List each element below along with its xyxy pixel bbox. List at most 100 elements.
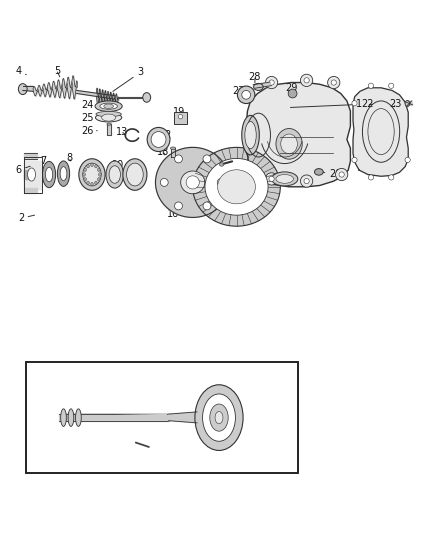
Ellipse shape bbox=[202, 394, 236, 441]
Ellipse shape bbox=[405, 101, 410, 107]
Text: 20: 20 bbox=[319, 168, 341, 179]
Ellipse shape bbox=[102, 114, 116, 121]
Circle shape bbox=[405, 101, 410, 106]
Ellipse shape bbox=[104, 104, 113, 108]
Text: 3: 3 bbox=[113, 68, 143, 91]
Ellipse shape bbox=[96, 111, 121, 117]
Text: 22: 22 bbox=[362, 100, 374, 109]
Ellipse shape bbox=[98, 168, 100, 172]
Circle shape bbox=[300, 74, 313, 86]
Text: 28: 28 bbox=[249, 72, 261, 83]
Ellipse shape bbox=[170, 147, 176, 150]
Circle shape bbox=[269, 80, 274, 85]
Text: 17: 17 bbox=[193, 161, 205, 171]
Text: 13: 13 bbox=[116, 127, 128, 136]
Ellipse shape bbox=[100, 103, 117, 109]
Circle shape bbox=[174, 202, 182, 210]
Ellipse shape bbox=[123, 159, 147, 190]
Text: 16: 16 bbox=[167, 209, 179, 219]
Circle shape bbox=[352, 157, 357, 163]
Ellipse shape bbox=[314, 168, 323, 175]
Circle shape bbox=[203, 155, 211, 163]
Ellipse shape bbox=[83, 173, 85, 176]
Ellipse shape bbox=[79, 159, 105, 190]
Polygon shape bbox=[24, 188, 37, 193]
Polygon shape bbox=[406, 101, 413, 106]
Circle shape bbox=[304, 179, 309, 184]
Ellipse shape bbox=[84, 168, 86, 172]
Ellipse shape bbox=[127, 163, 143, 186]
Ellipse shape bbox=[151, 132, 166, 147]
Ellipse shape bbox=[99, 173, 101, 176]
Ellipse shape bbox=[215, 411, 223, 424]
Text: 10: 10 bbox=[112, 160, 124, 170]
Ellipse shape bbox=[193, 147, 280, 226]
Polygon shape bbox=[24, 161, 42, 190]
Text: 18: 18 bbox=[157, 147, 170, 157]
Circle shape bbox=[368, 83, 374, 88]
Circle shape bbox=[265, 173, 278, 185]
Text: 7: 7 bbox=[41, 156, 50, 166]
Ellipse shape bbox=[98, 177, 100, 181]
Text: 26: 26 bbox=[81, 126, 97, 136]
Text: 9: 9 bbox=[92, 165, 99, 175]
Polygon shape bbox=[77, 91, 115, 99]
Ellipse shape bbox=[83, 163, 101, 186]
Ellipse shape bbox=[276, 174, 293, 183]
Ellipse shape bbox=[210, 404, 228, 431]
Polygon shape bbox=[155, 147, 230, 217]
Polygon shape bbox=[253, 82, 272, 88]
Circle shape bbox=[328, 76, 340, 88]
Circle shape bbox=[368, 175, 374, 180]
Polygon shape bbox=[169, 412, 197, 423]
Circle shape bbox=[352, 101, 357, 106]
Ellipse shape bbox=[42, 161, 56, 188]
Ellipse shape bbox=[242, 115, 259, 155]
Polygon shape bbox=[171, 148, 175, 157]
Ellipse shape bbox=[180, 171, 205, 194]
Ellipse shape bbox=[68, 409, 74, 426]
Text: 12: 12 bbox=[160, 130, 173, 140]
Ellipse shape bbox=[106, 161, 124, 188]
Ellipse shape bbox=[219, 163, 224, 166]
Text: 24: 24 bbox=[81, 100, 99, 110]
Text: 1: 1 bbox=[290, 100, 362, 109]
Polygon shape bbox=[24, 154, 37, 159]
Ellipse shape bbox=[95, 113, 122, 122]
Ellipse shape bbox=[205, 158, 268, 215]
Polygon shape bbox=[118, 96, 145, 98]
Ellipse shape bbox=[57, 161, 70, 187]
Ellipse shape bbox=[186, 176, 199, 189]
Circle shape bbox=[339, 172, 344, 177]
Ellipse shape bbox=[281, 134, 297, 154]
Ellipse shape bbox=[95, 164, 97, 168]
Circle shape bbox=[336, 168, 348, 181]
Ellipse shape bbox=[46, 167, 53, 182]
Ellipse shape bbox=[18, 84, 27, 94]
Circle shape bbox=[300, 175, 313, 187]
Polygon shape bbox=[88, 415, 166, 420]
Ellipse shape bbox=[28, 168, 35, 181]
Text: 27: 27 bbox=[233, 86, 245, 96]
Text: 19: 19 bbox=[173, 107, 185, 117]
FancyBboxPatch shape bbox=[26, 361, 298, 473]
Circle shape bbox=[242, 91, 251, 99]
Ellipse shape bbox=[195, 385, 243, 450]
Circle shape bbox=[217, 179, 225, 187]
Text: 15: 15 bbox=[239, 161, 263, 172]
Ellipse shape bbox=[60, 167, 67, 181]
Ellipse shape bbox=[95, 181, 97, 184]
Ellipse shape bbox=[107, 123, 111, 125]
Ellipse shape bbox=[178, 115, 183, 119]
Circle shape bbox=[174, 155, 183, 163]
Text: 8: 8 bbox=[66, 154, 72, 163]
Text: 11: 11 bbox=[133, 165, 145, 175]
Ellipse shape bbox=[76, 409, 81, 426]
Ellipse shape bbox=[109, 166, 120, 183]
Ellipse shape bbox=[143, 93, 151, 102]
Ellipse shape bbox=[254, 84, 263, 91]
Text: 6: 6 bbox=[15, 165, 30, 175]
Ellipse shape bbox=[91, 163, 93, 167]
Polygon shape bbox=[23, 86, 33, 91]
Circle shape bbox=[389, 175, 394, 180]
